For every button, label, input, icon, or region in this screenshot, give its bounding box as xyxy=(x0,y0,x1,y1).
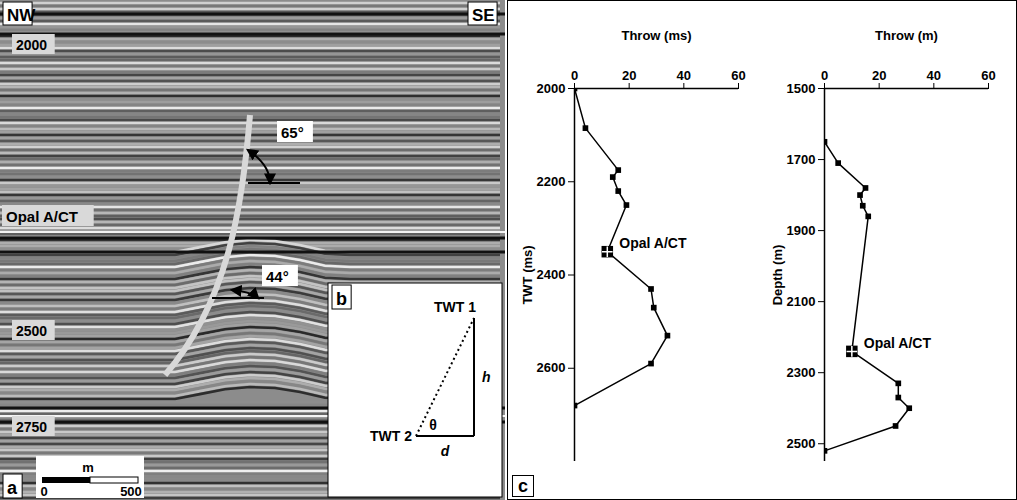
svg-text:65°: 65° xyxy=(281,124,304,141)
svg-text:h: h xyxy=(482,369,491,385)
svg-text:0: 0 xyxy=(40,484,47,499)
svg-text:θ: θ xyxy=(429,417,437,433)
svg-text:0: 0 xyxy=(571,68,578,83)
svg-text:Opal A/CT: Opal A/CT xyxy=(6,208,78,225)
svg-text:TWT 1: TWT 1 xyxy=(434,299,476,315)
svg-text:2500: 2500 xyxy=(16,323,47,339)
svg-text:TWT (ms): TWT (ms) xyxy=(520,245,535,304)
svg-text:Opal A/CT: Opal A/CT xyxy=(864,335,932,351)
svg-text:2600: 2600 xyxy=(537,360,566,375)
svg-text:44°: 44° xyxy=(266,268,289,285)
html-text:c: c xyxy=(518,476,528,496)
svg-text:2500: 2500 xyxy=(787,436,816,451)
svg-text:40: 40 xyxy=(927,68,941,83)
svg-text:1900: 1900 xyxy=(787,223,816,238)
svg-text:m: m xyxy=(82,460,94,475)
svg-text:2000: 2000 xyxy=(16,37,47,53)
svg-text:2200: 2200 xyxy=(537,174,566,189)
svg-text:a: a xyxy=(7,478,18,498)
svg-text:2400: 2400 xyxy=(537,267,566,282)
svg-text:Throw (m): Throw (m) xyxy=(875,28,938,43)
svg-text:60: 60 xyxy=(731,68,745,83)
svg-text:TWT 2: TWT 2 xyxy=(370,428,412,444)
svg-text:0: 0 xyxy=(821,68,828,83)
svg-text:500: 500 xyxy=(120,484,142,499)
svg-text:2300: 2300 xyxy=(787,365,816,380)
svg-text:1500: 1500 xyxy=(787,81,816,96)
svg-text:NW: NW xyxy=(7,6,36,25)
svg-text:Opal A/CT: Opal A/CT xyxy=(619,235,687,251)
svg-text:SE: SE xyxy=(472,6,495,25)
svg-text:20: 20 xyxy=(872,68,886,83)
svg-text:2000: 2000 xyxy=(537,81,566,96)
svg-text:Throw (ms): Throw (ms) xyxy=(621,28,691,43)
svg-text:60: 60 xyxy=(981,68,995,83)
svg-text:2100: 2100 xyxy=(787,294,816,309)
svg-text:b: b xyxy=(336,289,347,309)
svg-text:1700: 1700 xyxy=(787,152,816,167)
svg-text:20: 20 xyxy=(622,68,636,83)
svg-text:2750: 2750 xyxy=(16,419,47,435)
svg-text:40: 40 xyxy=(677,68,691,83)
svg-text:Depth (m): Depth (m) xyxy=(770,245,785,306)
svg-text:d: d xyxy=(441,443,450,459)
